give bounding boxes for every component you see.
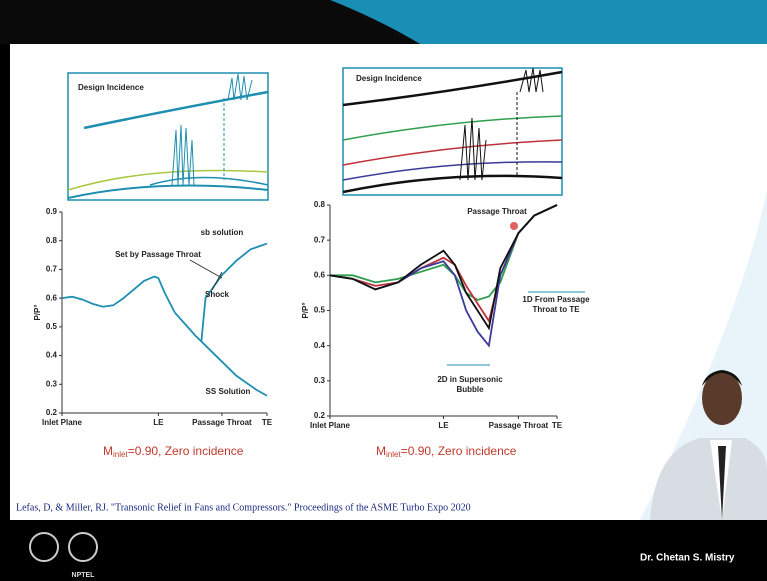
y-tick-label: 0.2 — [46, 408, 58, 417]
y-tick-label: 0.2 — [314, 411, 326, 420]
y-tick-label: 0.8 — [46, 236, 58, 245]
x-tick-label: Inlet Plane — [310, 421, 351, 430]
y-tick-label: 0.6 — [314, 270, 326, 279]
footer-bar — [0, 520, 767, 581]
diagram-title: Design Incidence — [356, 74, 422, 83]
y-tick-label: 0.4 — [314, 341, 326, 350]
annotation: Throat to TE — [532, 305, 580, 314]
caption-main: M — [103, 444, 113, 458]
caption-sub: inlet — [113, 450, 128, 459]
y-tick-label: 0.4 — [46, 351, 58, 360]
x-tick-label: Inlet Plane — [42, 418, 83, 427]
citation: Lefas, D, & Miller, RJ. "Transonic Relie… — [16, 502, 471, 513]
annotation: Bubble — [456, 385, 484, 394]
caption-sub: inlet — [386, 450, 401, 459]
y-tick-label: 0.7 — [314, 235, 326, 244]
caption-rest: =0.90, Zero incidence — [401, 444, 517, 458]
annotation: Shock — [205, 290, 230, 299]
x-tick-label: Passage Throat — [192, 418, 252, 427]
annotation: Passage Throat — [467, 207, 527, 216]
x-tick-label: LE — [438, 421, 449, 430]
y-tick-label: 0.3 — [46, 379, 58, 388]
y-axis-label: P/P° — [301, 302, 310, 318]
caption-rest: =0.90, Zero incidence — [128, 444, 244, 458]
slide: Design Incidence Design Incidence NPTEL … — [0, 0, 767, 581]
y-tick-label: 0.3 — [314, 376, 326, 385]
series-label: sb solution — [201, 228, 244, 237]
series-label: SS Solution — [206, 387, 251, 396]
y-tick-label: 0.7 — [46, 265, 58, 274]
x-tick-label: TE — [262, 418, 273, 427]
annotation: 1D From Passage — [522, 295, 590, 304]
y-tick-label: 0.6 — [46, 293, 58, 302]
presenter-name: Dr. Chetan S. Mistry — [640, 553, 735, 564]
logo-text: NPTEL — [72, 572, 96, 579]
y-tick-label: 0.5 — [46, 322, 58, 331]
diagram-title: Design Incidence — [78, 83, 144, 92]
x-tick-label: Passage Throat — [489, 421, 549, 430]
y-tick-label: 0.9 — [46, 207, 58, 216]
annotation: Set by Passage Throat — [115, 250, 201, 259]
caption-main: M — [376, 444, 386, 458]
y-axis-label: P/P° — [33, 304, 42, 320]
y-tick-label: 0.5 — [314, 306, 326, 315]
x-tick-label: TE — [552, 421, 563, 430]
x-tick-label: LE — [153, 418, 164, 427]
y-tick-label: 0.8 — [314, 200, 326, 209]
page: {"chart_data": [ {"type": "line", "diagr… — [0, 0, 767, 581]
throat-marker — [510, 222, 518, 230]
annotation: 2D in Supersonic — [437, 375, 503, 384]
